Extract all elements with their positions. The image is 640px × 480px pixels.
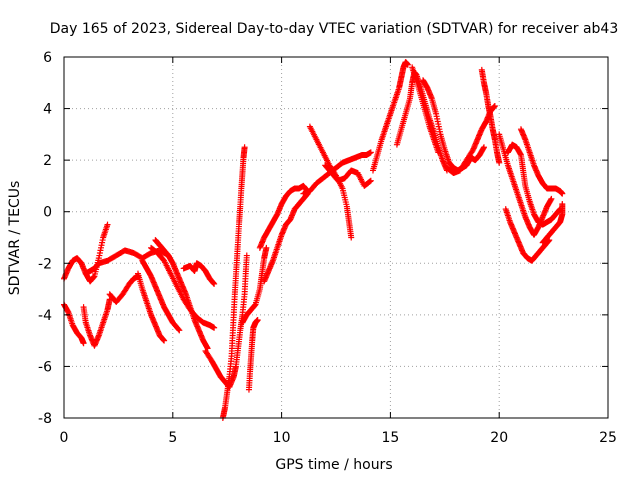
series-trace-04 (82, 247, 172, 277)
data-point (211, 280, 218, 287)
series-trace-25 (478, 66, 503, 166)
data-point (176, 327, 183, 334)
y-tick-label: 6 (43, 50, 52, 66)
y-tick-label: -8 (38, 411, 52, 427)
series-trace-17 (306, 123, 355, 241)
data-point (496, 159, 503, 166)
data-point (80, 340, 87, 347)
y-tick-label: 0 (43, 205, 52, 221)
y-tick-label: -4 (38, 308, 52, 324)
data-point (559, 200, 566, 207)
y-tick-label: -6 (38, 359, 52, 375)
series-trace-03 (80, 296, 113, 349)
series-trace-13 (239, 244, 270, 326)
series-trace-12 (219, 144, 248, 421)
x-tick-labels: 0 5 10 15 20 25 (60, 430, 617, 446)
axis-ticks (63, 56, 609, 419)
series-trace-29 (517, 126, 566, 197)
y-tick-label: 4 (43, 102, 52, 118)
data-point (243, 252, 250, 259)
data-point (367, 149, 374, 156)
series-trace-20 (369, 59, 411, 174)
series-trace-10 (180, 260, 218, 287)
grid-lines (64, 57, 608, 418)
data-point (348, 234, 355, 241)
y-tick-label: 2 (43, 153, 52, 169)
data-point (263, 244, 270, 251)
data-points (61, 59, 566, 421)
series-trace-09 (148, 244, 218, 331)
series-trace-02 (61, 301, 87, 347)
data-point (211, 324, 218, 331)
data-point (367, 177, 374, 184)
series-trace-06 (134, 270, 168, 344)
plot-frame (63, 56, 609, 419)
data-point (435, 149, 442, 156)
data-point (491, 102, 498, 109)
data-point (367, 178, 373, 185)
y-tick-label: -2 (38, 256, 52, 272)
series-trace-14 (245, 317, 261, 393)
series-trace-16 (261, 190, 311, 285)
data-point (480, 144, 487, 151)
data-point (548, 195, 555, 202)
y-axis-label: SDTVAR / TECUs (7, 181, 23, 296)
data-point (241, 144, 248, 151)
x-axis-label: GPS time / hours (275, 457, 392, 473)
series-trace-24 (443, 102, 498, 177)
x-tick-label: 5 (168, 430, 177, 446)
data-point (559, 190, 566, 197)
series-trace-26 (496, 131, 555, 238)
data-point (254, 317, 261, 324)
x-tick-label: 0 (60, 430, 69, 446)
x-tick-label: 25 (599, 430, 617, 446)
series-trace-22 (409, 64, 442, 156)
x-tick-label: 15 (381, 430, 399, 446)
series-trace-07 (139, 257, 183, 334)
x-tick-label: 10 (273, 430, 291, 446)
chart-title: Day 165 of 2023, Sidereal Day-to-day VTE… (50, 21, 619, 37)
data-point (161, 337, 168, 344)
series-trace-15 (256, 182, 311, 251)
x-tick-label: 20 (490, 430, 508, 446)
data-point (175, 326, 182, 333)
series-trace-19 (322, 162, 374, 189)
data-point (404, 61, 411, 68)
data-point (104, 221, 111, 228)
series-trace-27 (504, 141, 564, 228)
series-trace-30 (539, 200, 566, 246)
series-trace-05 (106, 273, 141, 305)
y-tick-labels: -8 -6 -4 -2 0 2 4 6 (38, 50, 52, 427)
